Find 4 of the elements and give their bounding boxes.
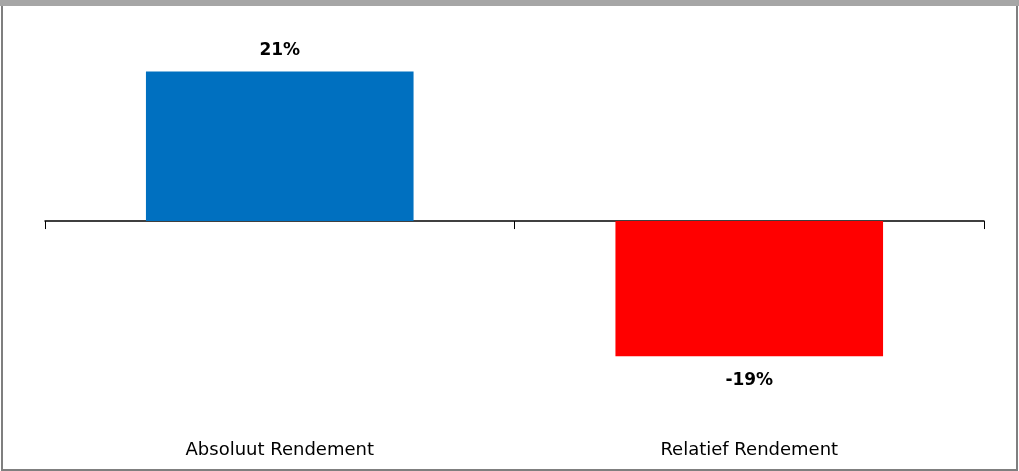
x-tick-label: Relatief Rendement <box>660 437 839 459</box>
data-label: -19% <box>725 368 774 389</box>
x-tick-label: Absoluut Rendement <box>185 437 374 459</box>
data-label: 21% <box>259 39 301 60</box>
